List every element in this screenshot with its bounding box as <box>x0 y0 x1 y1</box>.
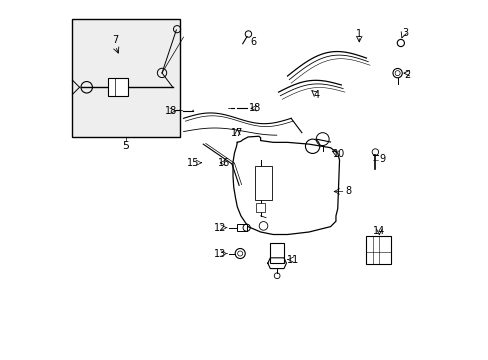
Text: 8: 8 <box>345 186 351 197</box>
Bar <box>255 203 264 212</box>
Bar <box>237 225 246 231</box>
Text: 11: 11 <box>286 255 299 265</box>
Bar <box>366 235 390 264</box>
Text: 4: 4 <box>312 90 319 100</box>
Text: 6: 6 <box>250 37 256 47</box>
Bar <box>270 243 284 263</box>
Text: 13: 13 <box>214 248 226 258</box>
Text: 7: 7 <box>112 35 118 45</box>
Text: 15: 15 <box>187 158 200 168</box>
Text: 3: 3 <box>402 28 408 38</box>
Text: 10: 10 <box>332 149 345 159</box>
Text: 14: 14 <box>372 226 385 236</box>
Text: 18: 18 <box>164 106 177 116</box>
Text: 9: 9 <box>379 154 385 164</box>
Text: 17: 17 <box>231 129 243 138</box>
Text: 12: 12 <box>213 223 226 233</box>
Text: 2: 2 <box>404 70 410 80</box>
Bar <box>108 78 128 96</box>
Text: 5: 5 <box>122 141 129 151</box>
Bar <box>72 19 180 137</box>
Bar <box>254 166 271 200</box>
Text: 16: 16 <box>218 158 230 168</box>
Text: 18: 18 <box>248 103 261 113</box>
Text: 1: 1 <box>355 29 362 39</box>
